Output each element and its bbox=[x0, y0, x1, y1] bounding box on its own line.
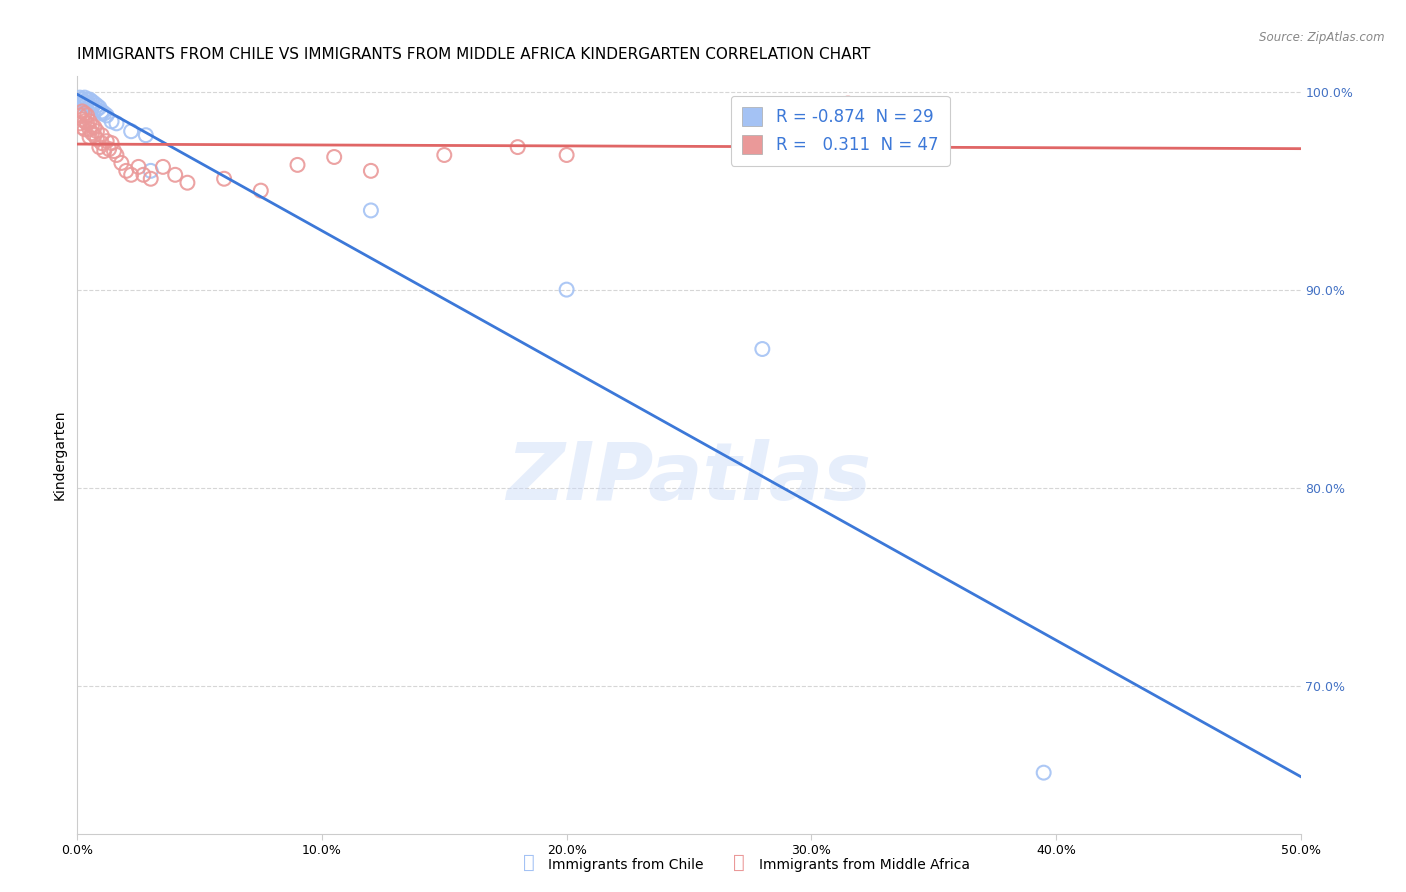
Point bbox=[79, 114, 101, 128]
Point bbox=[86, 103, 108, 117]
Point bbox=[73, 114, 96, 128]
Point bbox=[79, 98, 101, 112]
Point bbox=[83, 128, 105, 143]
Point bbox=[86, 124, 108, 138]
Text: IMMIGRANTS FROM CHILE VS IMMIGRANTS FROM MIDDLE AFRICA KINDERGARTEN CORRELATION : IMMIGRANTS FROM CHILE VS IMMIGRANTS FROM… bbox=[77, 47, 870, 62]
Point bbox=[69, 108, 91, 122]
Text: Immigrants from Chile: Immigrants from Chile bbox=[548, 858, 704, 872]
Point bbox=[837, 96, 859, 111]
Point bbox=[90, 106, 112, 120]
Point bbox=[176, 176, 198, 190]
Y-axis label: Kindergarten: Kindergarten bbox=[53, 409, 67, 500]
Point bbox=[120, 168, 142, 182]
Point bbox=[165, 168, 187, 182]
Point bbox=[250, 184, 273, 198]
Point bbox=[287, 158, 309, 172]
Point bbox=[139, 171, 162, 186]
Point bbox=[73, 122, 96, 136]
Point bbox=[80, 126, 103, 140]
Point bbox=[79, 93, 101, 107]
Point bbox=[100, 114, 122, 128]
Point bbox=[70, 104, 93, 119]
Point bbox=[787, 112, 810, 127]
Point bbox=[105, 116, 128, 130]
Point bbox=[86, 98, 108, 112]
Point bbox=[73, 106, 96, 120]
Point bbox=[79, 130, 101, 145]
Point bbox=[73, 90, 96, 104]
Point bbox=[1032, 765, 1054, 780]
Point bbox=[70, 96, 93, 111]
Text: Immigrants from Middle Africa: Immigrants from Middle Africa bbox=[759, 858, 970, 872]
Point bbox=[90, 104, 112, 119]
Point bbox=[152, 160, 174, 174]
Point bbox=[76, 108, 98, 122]
Point bbox=[360, 203, 382, 218]
Point bbox=[96, 134, 118, 148]
Point bbox=[98, 142, 121, 156]
Text: ⬜: ⬜ bbox=[734, 854, 745, 872]
Point bbox=[70, 112, 93, 127]
Point bbox=[73, 98, 96, 112]
Point bbox=[433, 148, 456, 162]
Point bbox=[83, 120, 105, 135]
Point bbox=[83, 96, 105, 111]
Text: Source: ZipAtlas.com: Source: ZipAtlas.com bbox=[1260, 31, 1385, 45]
Point bbox=[76, 93, 98, 107]
Point bbox=[555, 283, 578, 297]
Text: ⬜: ⬜ bbox=[523, 854, 534, 872]
Point bbox=[93, 144, 115, 158]
Point bbox=[751, 342, 773, 356]
Point bbox=[69, 116, 91, 130]
Point bbox=[80, 95, 103, 109]
Point bbox=[132, 168, 155, 182]
Point bbox=[70, 93, 93, 107]
Point bbox=[212, 171, 235, 186]
Legend: R = -0.874  N = 29, R =   0.311  N = 47: R = -0.874 N = 29, R = 0.311 N = 47 bbox=[731, 95, 949, 166]
Point bbox=[86, 132, 108, 146]
Point bbox=[93, 106, 115, 120]
Point bbox=[120, 124, 142, 138]
Point bbox=[323, 150, 346, 164]
Point bbox=[89, 140, 111, 154]
Point bbox=[69, 90, 91, 104]
Point bbox=[115, 164, 138, 178]
Point bbox=[90, 128, 112, 143]
Point bbox=[103, 144, 125, 158]
Point bbox=[100, 136, 122, 150]
Point bbox=[105, 148, 128, 162]
Point bbox=[76, 116, 98, 130]
Point bbox=[360, 164, 382, 178]
Point bbox=[70, 120, 93, 135]
Point bbox=[80, 118, 103, 132]
Point bbox=[127, 160, 149, 174]
Point bbox=[555, 148, 578, 162]
Point bbox=[506, 140, 529, 154]
Point bbox=[110, 156, 132, 170]
Point bbox=[135, 128, 157, 143]
Point bbox=[76, 96, 98, 111]
Point bbox=[90, 136, 112, 150]
Point bbox=[89, 101, 111, 115]
Point bbox=[73, 95, 96, 109]
Point bbox=[96, 108, 118, 122]
Point bbox=[139, 164, 162, 178]
Text: ZIPatlas: ZIPatlas bbox=[506, 439, 872, 516]
Point bbox=[80, 101, 103, 115]
Point bbox=[79, 122, 101, 136]
